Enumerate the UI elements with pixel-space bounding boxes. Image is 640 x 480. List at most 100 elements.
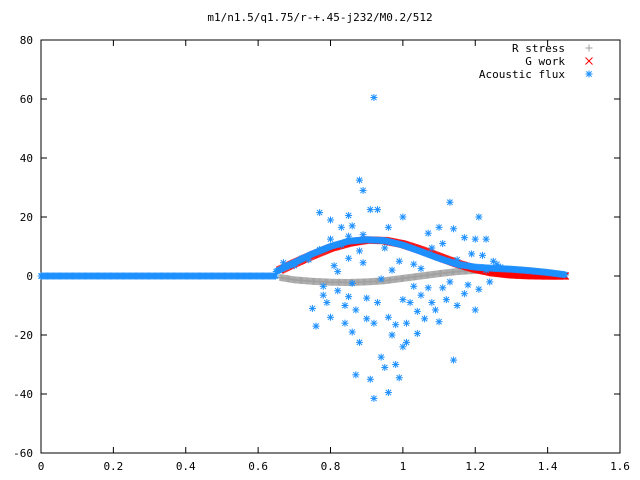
legend-marker [585,57,593,65]
data-point [370,94,378,102]
data-point [399,343,407,351]
legend-label: R stress [512,42,565,55]
x-tick-label: 0 [38,460,45,473]
axes: 0 0.2 0.4 0.6 0.8 1 1.2 1.4 1.6 -60 -40 -20 0 20 40 60 8… [13,34,630,473]
legend-marker [585,44,593,52]
x-tick-label: 0.2 [103,460,123,473]
data-point [446,198,454,206]
data-point [279,259,287,267]
data-point [374,299,382,307]
data-point [363,315,371,323]
data-point [308,304,316,312]
data-point [442,296,450,304]
legend-label: G work [525,55,565,68]
data-point [327,313,334,321]
data-point [395,374,403,382]
data-point [464,281,472,289]
data-point [435,318,443,326]
data-point [377,275,385,283]
data-point [345,254,353,262]
data-point [366,375,374,383]
data-point [468,250,476,258]
data-point [413,307,421,315]
data-point [359,186,367,194]
data-point [348,328,356,336]
data-point [298,254,306,262]
data-point [399,296,407,304]
data-point [327,235,334,243]
data-point [381,363,389,371]
data-point [471,306,479,314]
data-point [319,291,327,299]
data-point [323,299,331,307]
data-point [352,371,360,379]
data-point [439,240,447,248]
data-point [337,241,345,249]
data-point [290,262,298,270]
data-point [475,285,483,293]
data-point [428,299,436,307]
y-tick-label: 80 [20,34,33,47]
data-point [345,293,353,301]
data-point [345,232,353,240]
data-point [439,284,447,292]
data-point [402,319,410,327]
legend-label: Acoustic flux [479,68,565,81]
data-point [355,338,363,346]
data-point [316,245,324,253]
data-point [384,223,392,231]
y-tick-label: -40 [13,388,33,401]
data-point [384,389,392,397]
data-point [384,313,392,321]
data-point [482,235,490,243]
data-point [417,265,425,273]
data-point [424,229,432,237]
data-point [363,294,371,302]
data-point [319,282,327,290]
data-point [352,306,360,314]
y-tick-label: 40 [20,152,33,165]
x-tick-label: 1.2 [465,460,485,473]
data-point [341,302,349,309]
data-point [402,338,410,346]
data-point [330,262,338,270]
data-point [478,251,486,259]
legend-marker [585,70,593,78]
data-point [392,361,400,368]
data-point [395,257,403,265]
y-tick-label: 60 [20,93,33,106]
data-point [413,330,421,338]
data-point [392,321,400,329]
data-point [370,319,378,327]
data-point [406,299,414,307]
data-point [421,315,429,323]
data-point [486,278,494,286]
data-point [410,260,418,268]
data-point [460,290,468,298]
data-point [471,235,479,243]
data-point [348,222,356,230]
data-point [453,302,461,309]
data-point [337,223,345,231]
data-point [450,356,458,364]
data-point [417,291,425,299]
x-tick-label: 1.4 [538,460,558,473]
data-point [341,319,349,327]
data-point [446,278,454,286]
data-point [374,206,382,214]
data-point [388,266,396,274]
data-point [345,212,353,220]
data-point [435,223,443,231]
data-point [453,256,461,264]
data-point [366,206,374,214]
x-tick-label: 1 [400,460,407,473]
data-point [316,209,324,217]
data-point [370,394,378,402]
data-point [561,271,569,279]
y-tick-label: -20 [13,329,33,342]
data-point [334,268,342,276]
chart-title: m1/n1.5/q1.75/r-+.45-j232/M0.2/512 [207,11,432,24]
data-point [355,176,363,184]
